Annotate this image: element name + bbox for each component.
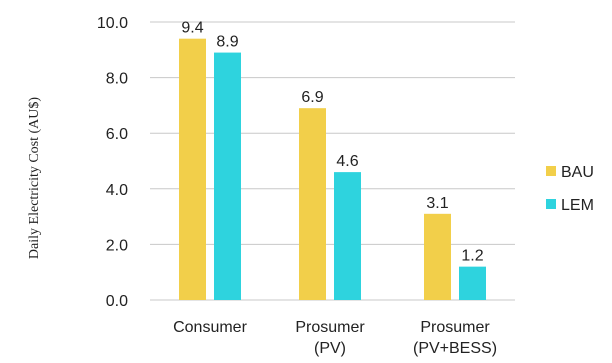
y-tick-labels: 0.0 2.0 4.0 6.0 8.0 10.0 <box>97 15 128 310</box>
legend-label: BAU <box>561 164 594 181</box>
data-labels: 9.4 8.9 6.9 4.6 3.1 1.2 <box>181 20 483 265</box>
bar-lem <box>334 172 361 300</box>
y-axis-label: Daily Electricity Cost (AU$) <box>27 97 42 259</box>
y-tick-label: 10.0 <box>97 15 128 32</box>
y-tick-label: 2.0 <box>106 237 128 254</box>
category-label: Prosumer <box>420 319 490 336</box>
data-label: 8.9 <box>216 34 238 51</box>
category-labels: Consumer Prosumer (PV) Prosumer (PV+BESS) <box>173 319 497 357</box>
bar-lem <box>214 52 241 300</box>
y-tick-label: 4.0 <box>106 182 128 199</box>
y-tick-label: 6.0 <box>106 126 128 143</box>
bars <box>179 38 486 301</box>
legend-label: LEM <box>561 197 594 214</box>
category-label: (PV+BESS) <box>413 340 497 357</box>
bar-lem <box>459 266 486 300</box>
data-label: 4.6 <box>336 153 358 170</box>
y-tick-label: 8.0 <box>106 71 128 88</box>
legend-swatch <box>546 166 556 176</box>
gridlines <box>150 21 515 301</box>
category-label: Consumer <box>173 319 247 336</box>
data-label: 1.2 <box>461 248 483 265</box>
bar-bau <box>179 38 206 301</box>
legend-swatch <box>546 199 556 209</box>
data-label: 6.9 <box>301 89 323 106</box>
category-label: Prosumer <box>295 319 365 336</box>
bar-bau <box>299 108 326 301</box>
category-label: (PV) <box>314 340 346 357</box>
legend: BAU LEM <box>546 164 594 214</box>
y-tick-label: 0.0 <box>106 293 128 310</box>
bar-bau <box>424 213 451 300</box>
data-label: 3.1 <box>426 195 448 212</box>
data-label: 9.4 <box>181 20 203 37</box>
